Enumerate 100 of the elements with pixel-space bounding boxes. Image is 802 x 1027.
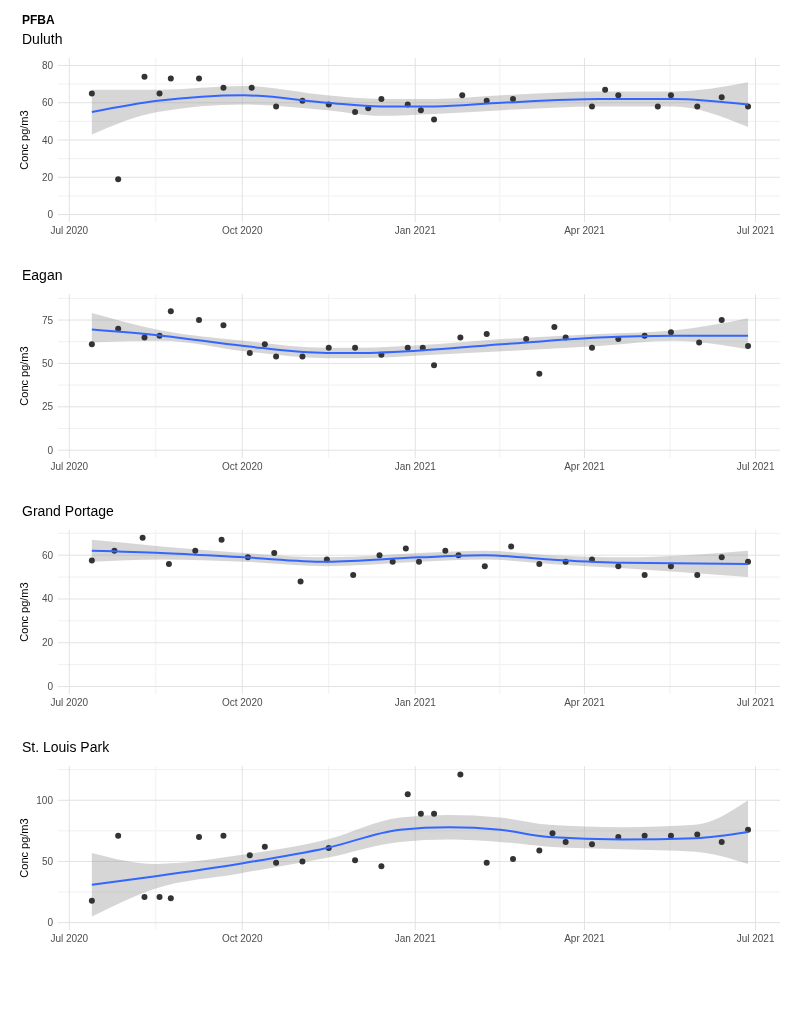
point <box>641 832 648 839</box>
point <box>510 96 517 102</box>
x-tick-label: Oct 2020 <box>221 461 263 472</box>
line-series <box>90 826 750 886</box>
point <box>299 353 306 360</box>
point <box>718 554 725 561</box>
y-tick-label: 0 <box>47 444 54 456</box>
x-tick-label: Jan 2021 <box>394 461 437 472</box>
point <box>431 116 438 123</box>
y-tick-label: 40 <box>41 593 54 605</box>
point <box>654 103 661 110</box>
point <box>115 325 122 332</box>
point <box>167 895 174 902</box>
point <box>417 107 424 114</box>
point <box>196 317 203 324</box>
y-tick-label: 25 <box>41 401 54 413</box>
point <box>402 545 409 552</box>
point <box>352 109 359 116</box>
chart-title: Eagan <box>22 267 63 283</box>
point <box>376 552 383 559</box>
y-tick-label: 100 <box>36 794 54 806</box>
y-tick-label: 50 <box>41 855 54 867</box>
point <box>431 810 438 817</box>
point <box>588 344 595 351</box>
y-tick-label: 20 <box>41 171 54 183</box>
point <box>417 810 424 817</box>
y-tick-label: 20 <box>41 637 54 649</box>
point <box>196 75 203 82</box>
point <box>167 75 174 82</box>
point <box>220 84 227 91</box>
point <box>667 92 674 99</box>
point <box>483 97 490 104</box>
x-tick-label: Jul 2021 <box>736 933 775 944</box>
point <box>115 832 122 839</box>
x-tick-label: Oct 2020 <box>221 933 263 944</box>
point <box>196 833 203 840</box>
point <box>192 547 199 554</box>
point <box>510 856 517 863</box>
y-axis-title: Conc pg/m3 <box>18 110 30 170</box>
point <box>404 791 411 798</box>
point <box>694 571 701 578</box>
x-tick-label: Apr 2021 <box>564 697 606 708</box>
point <box>271 549 278 556</box>
line-series <box>90 328 750 355</box>
point <box>299 858 306 865</box>
x-tick-label: Jul 2020 <box>50 225 89 236</box>
y-axis-title: Conc pg/m3 <box>18 346 30 406</box>
point <box>457 771 464 778</box>
chart-title: PFBA <box>22 13 55 27</box>
point <box>248 84 255 91</box>
point <box>508 543 515 550</box>
chart-title: St. Louis Park <box>22 739 111 755</box>
point <box>483 330 490 337</box>
x-tick-label: Apr 2021 <box>564 461 606 472</box>
point <box>246 852 253 859</box>
y-tick-label: 40 <box>41 134 54 146</box>
point <box>325 344 332 351</box>
point <box>694 103 701 110</box>
chart-subtitle: Duluth <box>22 31 63 47</box>
point <box>483 859 490 866</box>
point <box>88 90 95 97</box>
point <box>88 557 95 564</box>
point <box>139 534 146 541</box>
point <box>88 897 95 904</box>
x-tick-label: Jul 2021 <box>736 461 775 472</box>
point <box>667 329 674 336</box>
point <box>745 343 752 350</box>
point <box>536 560 543 567</box>
point <box>588 841 595 848</box>
x-tick-label: Jul 2021 <box>736 697 775 708</box>
point <box>696 339 703 346</box>
y-tick-label: 75 <box>41 314 54 326</box>
point <box>246 350 253 357</box>
point <box>615 92 622 99</box>
point <box>416 558 422 565</box>
line-series <box>90 94 750 114</box>
point <box>165 560 172 567</box>
point <box>481 563 488 570</box>
x-tick-label: Jul 2021 <box>736 225 775 236</box>
point <box>615 563 622 570</box>
point <box>156 90 163 97</box>
point <box>141 73 148 80</box>
point <box>588 103 595 110</box>
point <box>404 344 411 351</box>
x-tick-label: Jan 2021 <box>394 225 437 236</box>
y-tick-label: 50 <box>41 357 54 369</box>
point <box>718 317 725 324</box>
point <box>718 838 725 845</box>
point <box>378 96 385 102</box>
point <box>273 103 280 110</box>
point <box>88 341 95 348</box>
point <box>220 322 227 329</box>
point <box>167 308 174 315</box>
y-tick-label: 0 <box>47 209 54 221</box>
point <box>602 86 609 93</box>
y-tick-label: 0 <box>47 681 54 693</box>
x-tick-label: Jul 2020 <box>50 697 89 708</box>
point <box>273 859 280 866</box>
point <box>273 353 280 360</box>
point <box>536 370 543 377</box>
